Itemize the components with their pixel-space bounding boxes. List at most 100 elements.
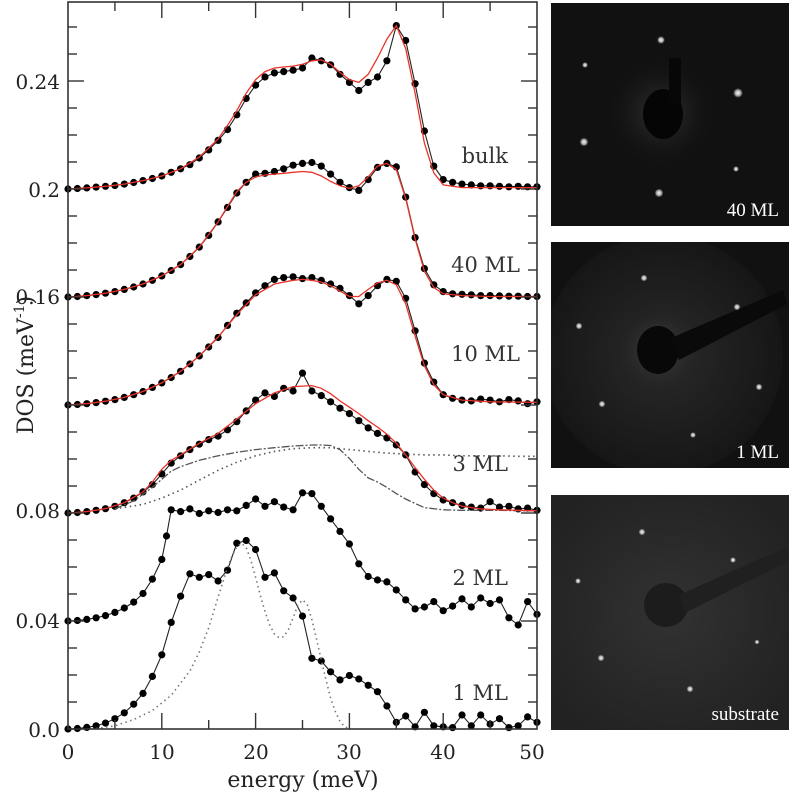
data-point-1-ml [355,675,363,683]
leed-pattern-substrate [551,495,789,730]
data-point-1-ml [120,709,128,717]
leed-image-40ml: 40 ML [551,3,789,226]
data-point-10-ml [289,273,297,281]
data-point-1-ml [336,676,344,684]
data-point-3-ml [495,503,504,511]
leed-pattern-1ml [551,242,787,468]
data-point-bulk [505,183,513,191]
data-point-3-ml [345,410,353,418]
data-point-2-ml [345,540,353,548]
data-point-3-ml [364,424,372,432]
data-point-bulk [280,68,288,76]
diffraction-spot [733,88,743,98]
x-tick-label: 30 [336,740,361,764]
data-point-10-ml [524,400,532,408]
data-point-bulk [449,178,457,186]
y-tick-label: 0.04 [15,609,60,633]
data-point-2-ml [514,621,522,629]
data-point-2-ml [439,607,447,615]
curve-label-1ml: 1 ML [453,681,509,705]
data-point-1-ml [449,724,457,732]
data-point-bulk [467,181,475,189]
leed-image-1ml: 1 ML [551,242,789,468]
data-point-10-ml [233,309,241,317]
x-axis-title: energy (meV) [227,768,378,793]
data-point-bulk [270,69,278,77]
data-point-1-ml [327,668,335,676]
data-point-10-ml [270,275,278,283]
data-point-1-ml [402,712,410,720]
data-point-2-ml [364,572,372,581]
x-tick-label: 50 [519,740,544,764]
data-point-bulk [186,161,194,169]
data-point-10-ml [364,292,372,300]
data-point-2-ml [233,507,241,515]
data-point-bulk [439,176,447,184]
electron-gun-shadow [644,583,688,627]
data-point-1-ml [92,722,100,730]
data-point-3-ml [336,404,344,412]
data-point-1-ml [130,700,138,708]
data-point-bulk [486,182,494,190]
y-axis-title: DOS (meV-1) [12,296,39,434]
data-point-1-ml [195,573,203,581]
data-point-40-ml [298,159,307,167]
series-line-10-ml-fit [67,278,538,406]
data-point-2-ml [467,603,475,611]
data-point-2-ml [289,506,297,514]
data-point-1-ml [83,723,91,732]
ticks-layer [68,2,537,729]
data-point-10-ml [355,300,363,308]
data-point-1-ml [280,587,288,595]
data-point-1-ml [524,713,532,721]
data-point-1-ml [345,671,353,680]
data-point-1-ml [223,566,232,574]
data-point-1-ml [430,722,438,730]
data-point-1-ml [467,722,475,730]
data-point-3-ml [223,426,232,434]
data-point-1-ml [514,722,522,730]
gun-holder-shadow [671,290,787,360]
data-point-bulk [364,78,372,86]
diffraction-spot [582,62,588,68]
data-point-1-ml [317,657,325,665]
data-point-10-ml [392,277,400,285]
curve-label-10ml: 10 ML [451,342,520,366]
data-point-40-ml [327,170,335,178]
data-point-2-ml [308,490,316,498]
data-point-bulk [477,182,485,190]
data-point-40-ml [345,184,353,192]
data-point-3-ml [355,417,363,425]
data-point-2-ml [392,586,400,594]
diffraction-spot [597,654,605,662]
series-line-3-ml-component-dashed [114,444,537,512]
data-point-1-ml [252,545,260,554]
curve-label-40ml: 40 ML [451,253,520,277]
data-point-2-ml [83,615,91,624]
data-point-bulk [336,70,344,78]
data-point-bulk [214,136,222,144]
data-point-2-ml [186,505,194,513]
data-point-10-ml [514,397,522,405]
data-point-bulk [402,36,410,45]
gun-holder-shadow [679,547,789,613]
data-point-3-ml [411,468,419,476]
leed-label-1ml: 1 ML [736,442,779,463]
series-line-bulk-fit [67,24,537,190]
data-point-1-ml [373,688,382,696]
leed-image-substrate: substrate [551,495,789,730]
data-point-2-ml [373,576,382,584]
data-point-bulk [514,182,522,190]
data-point-1-ml [308,654,316,662]
diffraction-spot [598,400,606,408]
x-tick-label: 20 [243,740,268,764]
curve-label-bulk: bulk [462,144,509,168]
y-tick-label: 0.2 [28,178,60,202]
y-axis-title-main: DOS (meV [14,317,39,434]
data-point-2-ml [223,506,232,514]
data-point-2-ml [477,594,485,602]
y-tick-label: 0.0 [28,718,60,742]
data-point-1-ml [158,651,166,659]
data-point-40-ml [289,161,297,169]
data-point-10-ml [486,396,494,404]
